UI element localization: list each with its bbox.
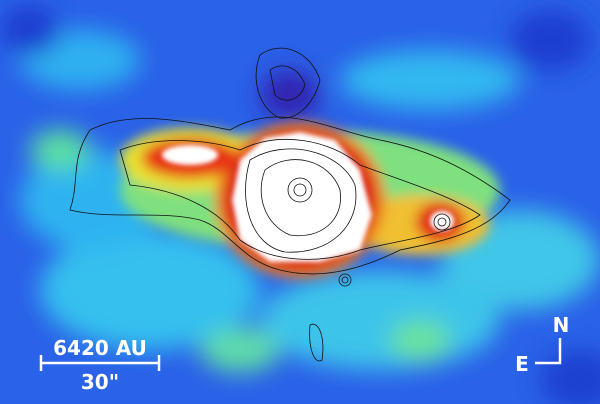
scale-distance: 6420 AU xyxy=(53,336,147,360)
compass-east: E xyxy=(515,352,529,376)
contours xyxy=(69,47,511,362)
compass xyxy=(535,338,562,365)
compass-north: N xyxy=(553,313,570,337)
scale-bar xyxy=(39,355,161,371)
scale-angle: 30" xyxy=(81,370,119,394)
